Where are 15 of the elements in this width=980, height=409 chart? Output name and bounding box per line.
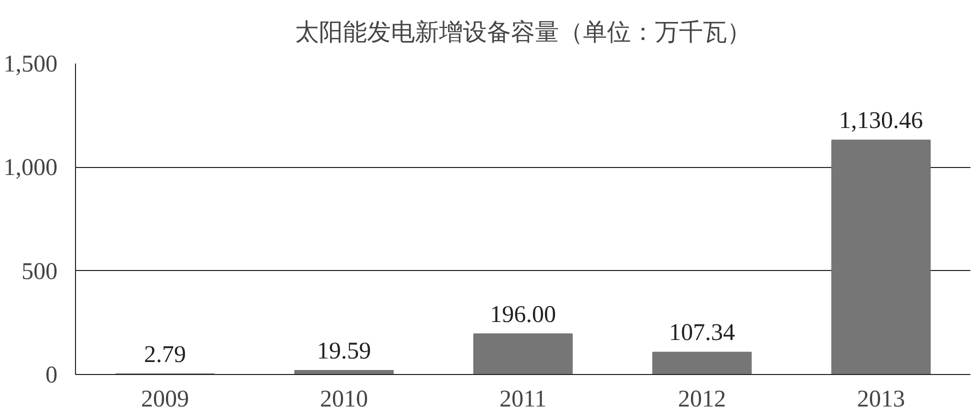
x-tick-label: 2012	[678, 386, 726, 409]
data-label: 19.59	[317, 338, 371, 364]
y-tick-label: 0	[46, 362, 58, 388]
y-tick-label: 500	[22, 258, 58, 285]
y-tick-label: 1,000	[4, 155, 58, 182]
chart-title: 太阳能发电新增设备容量（单位：万千瓦）	[295, 19, 751, 46]
data-label: 107.34	[669, 320, 735, 346]
x-tick-label: 2010	[320, 386, 368, 409]
data-label: 1,130.46	[839, 108, 923, 134]
data-label: 2.79	[144, 342, 186, 368]
data-label: 196.00	[490, 302, 556, 328]
x-tick-label: 2011	[499, 386, 547, 409]
y-tick-label: 1,500	[4, 52, 58, 78]
x-tick-label: 2013	[857, 386, 905, 409]
x-tick-label: 2009	[141, 386, 189, 409]
